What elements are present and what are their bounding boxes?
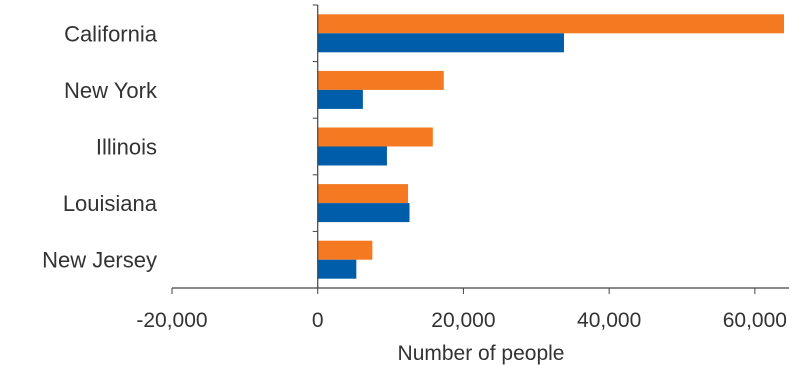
bars-layer <box>317 14 784 279</box>
bar-illinois-series-2 <box>317 146 387 166</box>
bar-louisiana-series-1 <box>317 184 409 204</box>
category-label-louisiana: Louisiana <box>63 191 158 216</box>
bar-new-york-series-1 <box>317 70 444 90</box>
category-label-new-jersey: New Jersey <box>42 248 157 273</box>
x-axis-title: Number of people <box>398 342 565 365</box>
x-tick-label-5: 60,000 <box>723 309 787 332</box>
category-label-california: California <box>64 21 158 46</box>
x-tick-label-2: 0 <box>312 309 324 332</box>
bar-california-series-1 <box>317 14 784 34</box>
category-label-illinois: Illinois <box>96 135 157 160</box>
x-tick-label-1: -20,000 <box>136 309 207 332</box>
bar-new-york-series-2 <box>317 89 363 109</box>
bar-louisiana-series-2 <box>317 203 410 223</box>
bar-illinois-series-1 <box>317 127 433 147</box>
category-label-new-york: New York <box>64 78 158 103</box>
bar-new-jersey-series-2 <box>317 259 357 279</box>
x-tick-label-4: 40,000 <box>577 309 641 332</box>
axes-layer <box>171 4 789 294</box>
x-tick-label-3: 20,000 <box>431 309 495 332</box>
bar-new-jersey-series-1 <box>317 240 373 260</box>
bar-california-series-2 <box>317 33 564 53</box>
labels-layer: California New York Illinois Louisiana New J… <box>42 21 787 332</box>
